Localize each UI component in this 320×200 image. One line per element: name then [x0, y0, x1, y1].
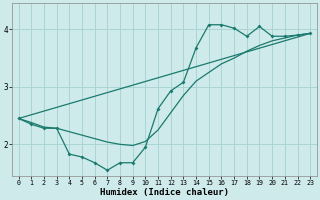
X-axis label: Humidex (Indice chaleur): Humidex (Indice chaleur)	[100, 188, 229, 197]
